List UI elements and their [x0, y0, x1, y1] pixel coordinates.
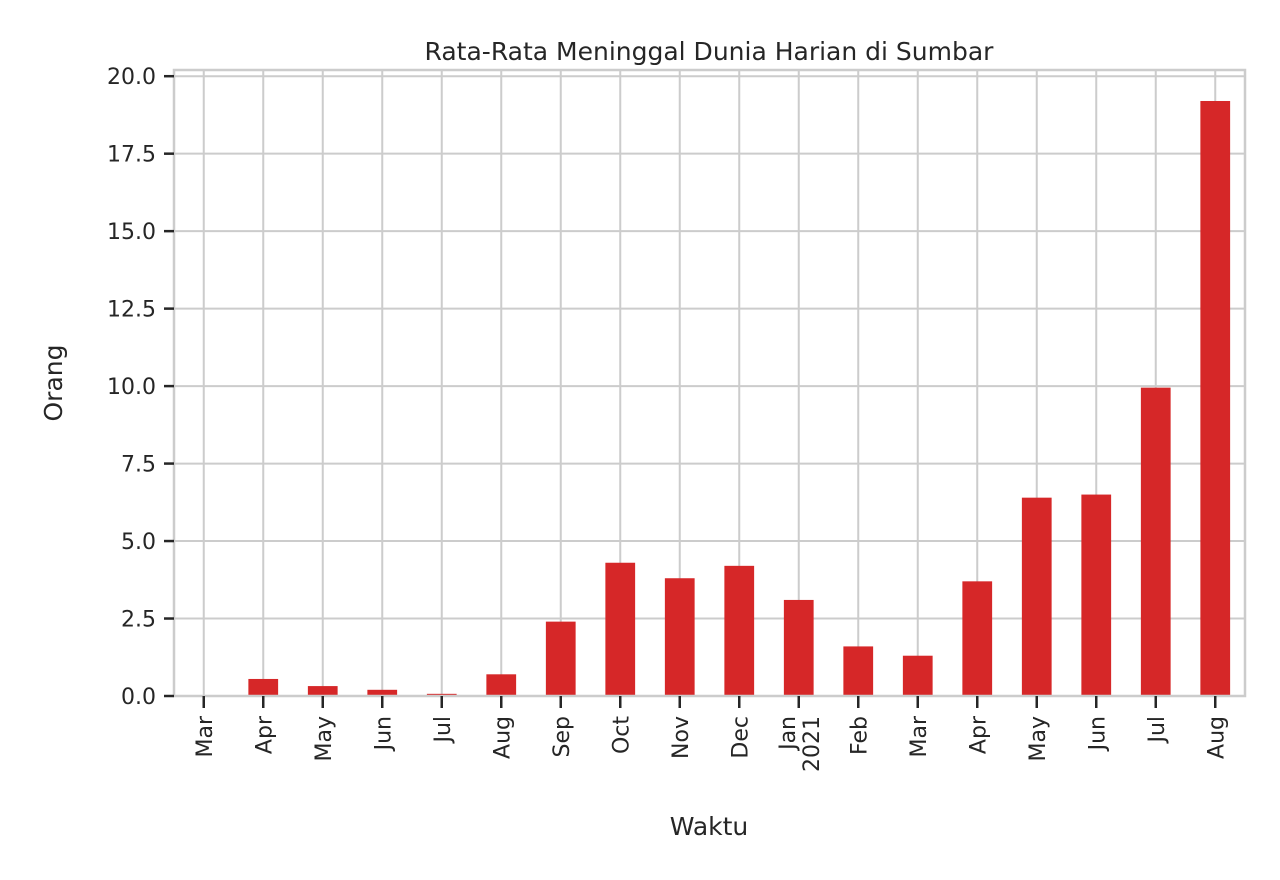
bar — [486, 674, 517, 696]
x-tick-label-line: May — [312, 716, 337, 761]
x-tick-label: Sep — [550, 716, 575, 757]
x-tick-label-line: Aug — [490, 716, 515, 759]
y-tick-label: 0.0 — [121, 685, 156, 710]
x-tick-label: Aug — [490, 716, 515, 759]
bar — [307, 686, 338, 696]
chart-title: Rata-Rata Meninggal Dunia Harian di Sumb… — [425, 37, 995, 66]
x-tick-label: Jun — [1085, 716, 1110, 752]
x-tick-label-line: Apr — [252, 715, 277, 754]
bar — [962, 581, 993, 696]
x-tick-label: Mar — [907, 715, 932, 757]
x-tick-label-line: 2021 — [800, 716, 825, 772]
y-tick-label: 15.0 — [107, 220, 156, 245]
y-tick-label: 10.0 — [107, 375, 156, 400]
x-tick-label-line: Mar — [907, 715, 932, 757]
bar — [1140, 387, 1171, 696]
bars — [248, 100, 1231, 696]
x-axis-title: Waktu — [670, 812, 749, 841]
x-tick-label-line: Jul — [431, 716, 456, 745]
bar — [248, 678, 279, 696]
bar — [1200, 100, 1231, 696]
x-tick-label-line: Oct — [609, 716, 634, 754]
x-tick-label: Aug — [1204, 716, 1229, 759]
x-tick-label-line: Jul — [1145, 716, 1170, 745]
bar — [1021, 497, 1052, 696]
y-tick-label: 7.5 — [121, 453, 156, 478]
x-tick-label-line: Dec — [728, 716, 753, 759]
x-tick-label-line: Jan — [776, 716, 801, 752]
y-tick-label: 17.5 — [107, 143, 156, 168]
x-tick-label: Nov — [669, 716, 694, 759]
y-tick-label: 12.5 — [107, 298, 156, 323]
x-tick-label-line: Jun — [1085, 716, 1110, 752]
x-tick-label: Jan 2021 — [776, 716, 825, 772]
bar — [545, 621, 576, 696]
x-tick-label: Jul — [1145, 716, 1170, 745]
x-axis: Mar Apr May Jun Jul Aug Sep Oct Nov Dec Jan 2021 Feb… — [193, 696, 1229, 772]
x-tick-label: Apr — [252, 715, 277, 754]
bar — [605, 562, 636, 696]
bar — [902, 655, 933, 696]
x-tick-label: Dec — [728, 716, 753, 759]
x-tick-label: Jul — [431, 716, 456, 745]
x-tick-label-line: Feb — [847, 716, 872, 755]
y-axis-title: Orang — [39, 345, 68, 422]
y-axis: 0.0 2.5 5.0 7.5 10.0 12.5 15.0 17.5 20.0 — [107, 65, 174, 710]
x-tick-label: May — [312, 716, 337, 761]
y-tick-label: 2.5 — [121, 608, 156, 633]
x-tick-label-line: Jun — [371, 716, 396, 752]
y-tick-label: 20.0 — [107, 65, 156, 90]
bar — [783, 599, 814, 696]
bar — [664, 578, 695, 696]
bar — [367, 689, 398, 696]
x-tick-label-line: Sep — [550, 716, 575, 757]
x-tick-label-line: Nov — [669, 716, 694, 759]
x-tick-label: May — [1026, 716, 1051, 761]
x-tick-label-line: Aug — [1204, 716, 1229, 759]
x-tick-label: Mar — [193, 715, 218, 757]
x-tick-label: Apr — [966, 715, 991, 754]
y-tick-label: 5.0 — [121, 530, 156, 555]
bar — [1081, 494, 1112, 696]
x-tick-label-line: Mar — [193, 715, 218, 757]
plot-frame — [172, 68, 1247, 698]
x-tick-label: Jun — [371, 716, 396, 752]
x-tick-label-line: Apr — [966, 715, 991, 754]
bar — [843, 646, 874, 696]
x-tick-label-line: May — [1026, 716, 1051, 761]
x-tick-label: Feb — [847, 716, 872, 755]
x-tick-label: Oct — [609, 716, 634, 754]
bar — [724, 565, 755, 696]
